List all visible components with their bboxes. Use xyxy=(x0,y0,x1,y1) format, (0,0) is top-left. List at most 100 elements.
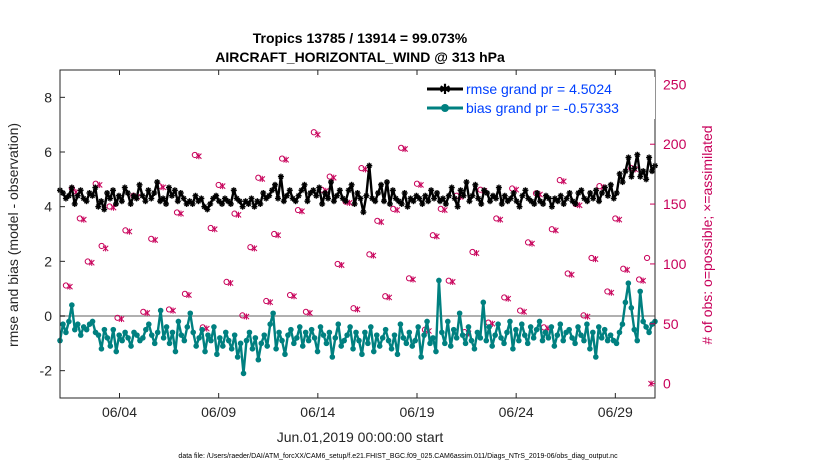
bias-point xyxy=(341,337,347,344)
bias-point xyxy=(450,326,457,333)
rmse-point-stroke xyxy=(266,193,272,199)
rmse-point-stroke xyxy=(301,182,308,188)
rmse-point xyxy=(298,187,305,194)
obs-assimilated-point xyxy=(473,250,480,257)
bias-point xyxy=(296,324,303,330)
bias-point xyxy=(462,340,469,347)
bias-point xyxy=(554,332,561,338)
bias-point xyxy=(175,318,182,325)
rmse-point-stroke xyxy=(251,204,258,210)
rmse-point xyxy=(274,195,281,202)
obs-assimilated-point xyxy=(102,245,109,252)
right-y-tick-label: 200 xyxy=(663,136,687,152)
bias-point xyxy=(231,332,238,338)
obs-assimilated-point xyxy=(449,278,456,285)
rmse-point xyxy=(342,198,349,205)
bias-point xyxy=(504,329,510,336)
bias-point xyxy=(379,335,386,341)
rmse-point-stroke xyxy=(625,154,632,161)
bias-point xyxy=(397,321,404,328)
rmse-point-stroke xyxy=(257,201,263,207)
rmse-point xyxy=(115,192,122,199)
bias-point xyxy=(513,326,519,333)
rmse-point xyxy=(280,198,287,205)
obs-assimilated-point xyxy=(251,245,258,252)
bias-point xyxy=(631,326,638,333)
bias-point xyxy=(190,329,197,336)
bias-point xyxy=(447,343,454,349)
data-file-footer: data file: /Users/raeder/DAI/ATM_forcXX/… xyxy=(178,453,618,460)
rmse-point xyxy=(372,198,379,205)
rmse-point xyxy=(210,195,217,202)
rmse-point xyxy=(378,181,385,188)
rmse-point-stroke xyxy=(590,195,596,202)
rmse-point xyxy=(454,203,461,210)
left-y-tick-label: 2 xyxy=(44,253,52,269)
bias-point xyxy=(66,318,72,325)
bias-point xyxy=(187,310,194,317)
bias-point xyxy=(234,354,241,360)
rmse-point-stroke xyxy=(525,195,531,202)
bias-point xyxy=(196,335,202,341)
rmse-point-stroke xyxy=(452,195,458,202)
bias-point xyxy=(320,332,327,338)
rmse-point-stroke xyxy=(581,195,587,202)
rmse-point xyxy=(292,198,299,205)
obs-assimilated-point xyxy=(608,289,615,296)
rmse-point xyxy=(174,198,181,205)
rmse-point-stroke xyxy=(434,190,440,196)
rmse-point-stroke xyxy=(475,195,481,202)
bias-point xyxy=(308,326,315,333)
rmse-point-stroke xyxy=(534,190,540,196)
bias-point xyxy=(261,332,268,338)
bias-point xyxy=(436,277,442,284)
rmse-point-stroke xyxy=(175,198,181,204)
obs-assimilated-point xyxy=(185,291,192,299)
right-y-tick-label: 100 xyxy=(663,256,687,272)
rmse-point-stroke xyxy=(313,193,319,199)
rmse-point-stroke xyxy=(617,171,623,177)
bias-point xyxy=(480,299,487,306)
bias-point xyxy=(181,337,188,344)
bias-point xyxy=(305,337,312,344)
rmse-point xyxy=(283,192,290,199)
rmse-point-stroke xyxy=(125,190,131,196)
rmse-point-stroke xyxy=(628,174,635,180)
bias-point xyxy=(557,321,564,328)
rmse-point-stroke xyxy=(334,193,340,199)
rmse-point xyxy=(198,195,205,202)
rmse-point-stroke xyxy=(552,195,558,202)
bias-point xyxy=(536,318,543,325)
rmse-point-stroke xyxy=(349,182,355,188)
rmse-point xyxy=(171,187,178,194)
bias-point xyxy=(613,340,620,347)
rmse-point-stroke xyxy=(219,201,225,207)
rmse-point xyxy=(286,187,293,194)
rmse-point-stroke xyxy=(169,193,175,199)
rmse-point-stroke xyxy=(564,195,570,202)
rmse-point-stroke xyxy=(572,201,579,207)
bias-point xyxy=(338,343,345,349)
obs-assimilated-point xyxy=(80,216,87,223)
plot-area xyxy=(60,70,655,398)
rmse-point-stroke xyxy=(310,187,316,193)
bias-point xyxy=(625,280,632,287)
bias-point xyxy=(113,348,120,355)
chart-title-line2: AIRCRAFT_HORIZONTAL_WIND @ 313 hPa xyxy=(215,49,505,65)
bias-point xyxy=(400,335,407,341)
bias-point xyxy=(255,356,262,363)
rmse-point xyxy=(151,190,158,196)
x-tick-label: 06/19 xyxy=(399,404,434,420)
rmse-point-stroke xyxy=(369,195,375,202)
rmse-point xyxy=(590,195,597,202)
rmse-point xyxy=(560,200,567,207)
bias-point xyxy=(373,332,380,338)
bias-point xyxy=(69,302,75,308)
bias-point xyxy=(302,329,309,336)
right-y-tick-label: 150 xyxy=(663,196,687,212)
rmse-point-stroke xyxy=(649,168,655,174)
rmse-point xyxy=(584,198,591,205)
rmse-point-stroke xyxy=(496,184,502,191)
obs-assimilated-point xyxy=(299,208,305,215)
